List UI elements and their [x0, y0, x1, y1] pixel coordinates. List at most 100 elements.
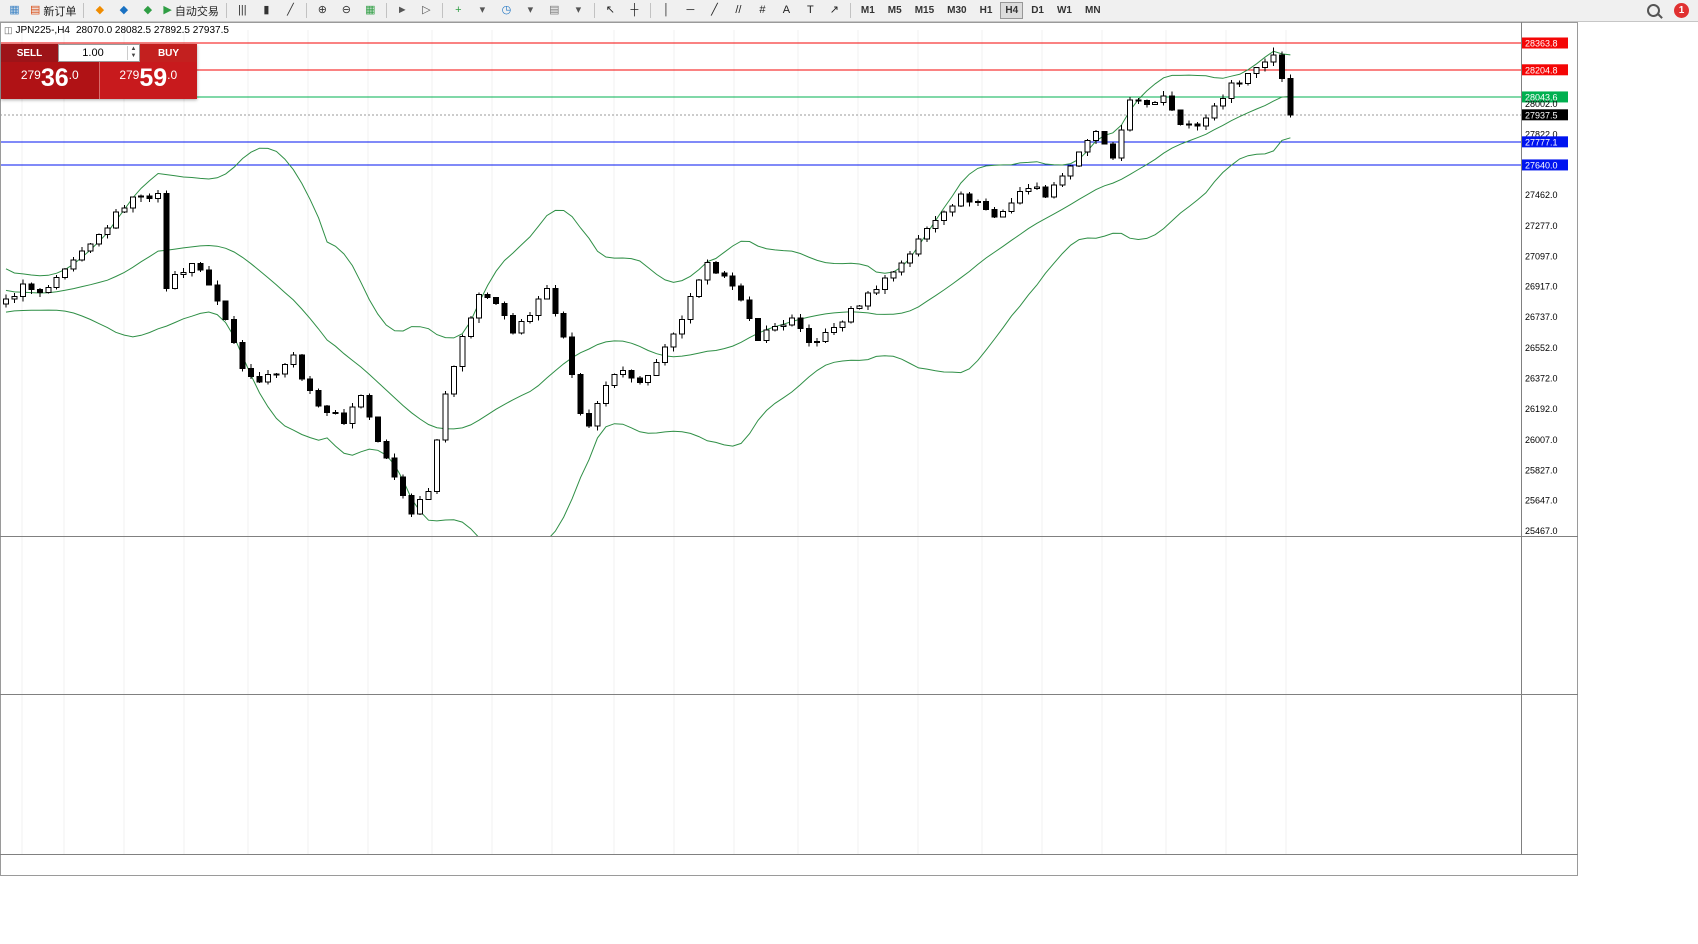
timeframe-h4-button[interactable]: H4 [1000, 2, 1024, 19]
timeframe-m5-button[interactable]: M5 [887, 5, 902, 16]
buy-price[interactable]: 279 59.0 [98, 62, 197, 99]
new-order-icon: ▤ [30, 4, 41, 16]
notification-badge[interactable]: 1 [1674, 3, 1689, 18]
lot-size-field[interactable]: 1.00 ▲ ▼ [58, 44, 140, 62]
buy-button[interactable]: BUY [140, 44, 197, 62]
timeframe-h1-button[interactable]: H1 [979, 5, 993, 16]
cursor-icon[interactable]: ↖ [599, 1, 622, 21]
svg-text:27937.5: 27937.5 [1525, 110, 1558, 120]
line-chart-icon: ╱ [287, 4, 294, 16]
periods-menu-icon: ▾ [527, 4, 534, 16]
candlestick-chart-icon: ▮ [263, 4, 270, 16]
toolbar-separator [83, 3, 85, 18]
timeframe-m1-button[interactable]: M1 [860, 5, 875, 16]
trade-panel-prices: 279 36.0 279 59.0 [1, 62, 197, 99]
line-chart-icon[interactable]: ╱ [279, 1, 302, 21]
periods-menu-icon[interactable]: ▾ [519, 1, 542, 21]
fibonacci-retracement-icon[interactable]: # [751, 1, 774, 21]
zoom-out-icon: ⊖ [341, 4, 351, 16]
mql5-wizard-icon[interactable]: ◆ [88, 1, 111, 21]
lot-decrease-button[interactable]: ▼ [130, 53, 137, 59]
svg-text:25647.0: 25647.0 [1525, 496, 1558, 506]
timeframe-w1-button[interactable]: W1 [1056, 5, 1072, 16]
sell-price-frac: .0 [68, 68, 79, 82]
new-order-button[interactable]: ▤ 新订单 [27, 1, 79, 21]
trendline-icon: ╱ [711, 4, 718, 16]
tile-windows-icon[interactable]: ▦ [359, 1, 382, 21]
indicators-icon[interactable]: + [447, 1, 470, 21]
zoom-in-icon[interactable]: ⊕ [311, 1, 334, 21]
svg-text:26737.0: 26737.0 [1525, 312, 1558, 322]
bar-chart-icon: ||| [238, 4, 247, 16]
horizontal-line-icon[interactable]: ─ [679, 1, 702, 21]
main-toolbar: ▦ ▤ 新订单 ◆ ◆ ◆ ▶ 自动交易 ||| ▮ ╱ ⊕ ⊖ ▦ ► ▷ + ▾ ◷ ▾ ▤ ▾ ↖ ┼ │ ─ ╱//# A T ↗… [0, 0, 1698, 22]
signals-icon: ◆ [143, 4, 153, 16]
svg-text:26372.0: 26372.0 [1525, 374, 1558, 384]
search-button[interactable] [1642, 1, 1665, 21]
new-chart-icon[interactable]: ▦ [3, 1, 26, 21]
buy-price-prefix: 279 [119, 68, 140, 82]
svg-text:28204.8: 28204.8 [1525, 65, 1558, 75]
trendline-icon[interactable]: ╱ [703, 1, 726, 21]
svg-text:28002.0: 28002.0 [1525, 99, 1558, 109]
tile-windows-icon: ▦ [365, 4, 376, 16]
svg-text:27777.1: 27777.1 [1525, 137, 1558, 147]
zoom-out-icon[interactable]: ⊖ [335, 1, 358, 21]
zoom-in-icon: ⊕ [317, 4, 327, 16]
timeframe-d1-button[interactable]: D1 [1031, 5, 1044, 16]
window-frame [0, 22, 1578, 876]
indicators-icon: + [455, 4, 462, 16]
toolbar-separator [649, 3, 651, 18]
vertical-line-icon: │ [662, 4, 670, 16]
arrows-tool-icon[interactable]: ↗ [823, 1, 846, 21]
templates-menu-icon[interactable]: ▾ [567, 1, 590, 21]
periods-icon[interactable]: ◷ [495, 1, 518, 21]
lot-size-spinner: ▲ ▼ [127, 46, 139, 60]
text-label-icon[interactable]: T [799, 1, 822, 21]
svg-text:26192.0: 26192.0 [1525, 404, 1558, 414]
chart-shift-icon: ▷ [422, 4, 431, 16]
sell-button[interactable]: SELL [1, 44, 58, 62]
new-order-label: 新订单 [43, 5, 77, 18]
timeframe-m30-button[interactable]: M30 [947, 5, 967, 16]
vertical-line-icon[interactable]: │ [655, 1, 678, 21]
crosshair-icon[interactable]: ┼ [623, 1, 646, 21]
text-icon[interactable]: A [775, 1, 798, 21]
chart-shift-icon[interactable]: ▷ [415, 1, 438, 21]
timeframe-mn-button[interactable]: MN [1084, 5, 1101, 16]
equidistant-channel-icon[interactable]: // [727, 1, 750, 21]
bar-chart-icon[interactable]: ||| [231, 1, 254, 21]
symbol-timeframe: JPN225-,H4 [15, 25, 70, 36]
grid-layer [21, 30, 1287, 854]
equidistant-channel-icon: // [735, 4, 742, 16]
autotrading-button[interactable]: ▶ 自动交易 [160, 1, 221, 21]
market-icon[interactable]: ◆ [112, 1, 135, 21]
templates-icon[interactable]: ▤ [543, 1, 566, 21]
market-icon: ◆ [119, 4, 129, 16]
fibonacci-retracement-icon: # [759, 4, 766, 16]
sell-price-big: 36 [40, 64, 69, 92]
timeframe-m15-button[interactable]: M15 [914, 5, 935, 16]
sell-price[interactable]: 279 36.0 [1, 62, 99, 99]
horizontal-lines-layer[interactable] [0, 42, 1521, 166]
svg-text:25467.0: 25467.0 [1525, 526, 1558, 536]
trade-panel-top-row: SELL 1.00 ▲ ▼ BUY [1, 44, 197, 62]
candlestick-chart-icon[interactable]: ▮ [255, 1, 278, 21]
buy-price-frac: .0 [167, 68, 178, 82]
svg-text:28043.6: 28043.6 [1525, 92, 1558, 102]
autotrading-icon: ▶ [163, 4, 172, 16]
autotrading-label: 自动交易 [174, 5, 219, 18]
svg-text:26552.0: 26552.0 [1525, 343, 1558, 353]
lot-increase-button[interactable]: ▲ [130, 46, 137, 52]
lot-size-value[interactable]: 1.00 [82, 47, 104, 59]
signals-icon[interactable]: ◆ [136, 1, 159, 21]
indicators-menu-icon[interactable]: ▾ [471, 1, 494, 21]
svg-text:27277.0: 27277.0 [1525, 221, 1558, 231]
svg-text:27462.0: 27462.0 [1525, 190, 1558, 200]
auto-scroll-icon[interactable]: ► [391, 1, 414, 21]
auto-scroll-icon: ► [396, 4, 408, 16]
ohlc-values: 28070.0 28082.5 27892.5 27937.5 [75, 25, 229, 36]
